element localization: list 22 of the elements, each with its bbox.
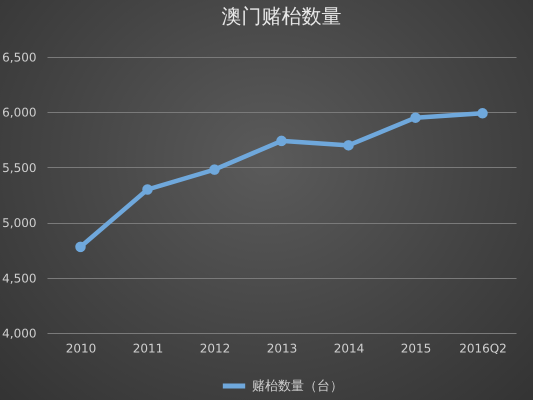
x-tick-label: 2015 xyxy=(400,342,432,356)
y-tick-label: 5,500 xyxy=(2,160,36,175)
x-tick-label: 2010 xyxy=(66,342,96,356)
point xyxy=(142,184,153,195)
y-tick-label: 6,000 xyxy=(2,106,36,120)
x-tick-label: 2012 xyxy=(200,342,230,356)
y-tick-label: 5,000 xyxy=(2,216,36,230)
y-tick-label: 6,500 xyxy=(2,50,36,64)
legend-label: 赌枱数量（台） xyxy=(252,379,343,394)
point xyxy=(410,112,421,123)
x-tick-label: 2014 xyxy=(334,342,364,356)
y-tick-label: 4,000 xyxy=(2,326,36,340)
point xyxy=(75,242,86,252)
x-tick-label: 2011 xyxy=(132,342,164,356)
x-tick-label: 2016Q2 xyxy=(459,342,507,356)
point xyxy=(343,140,354,151)
point xyxy=(477,108,488,119)
point xyxy=(209,164,220,175)
chart-title: 澳门赌枱数量 xyxy=(222,4,342,28)
x-tick-label: 2013 xyxy=(266,342,298,356)
point xyxy=(276,136,287,146)
y-tick-label: 4,500 xyxy=(2,271,36,286)
